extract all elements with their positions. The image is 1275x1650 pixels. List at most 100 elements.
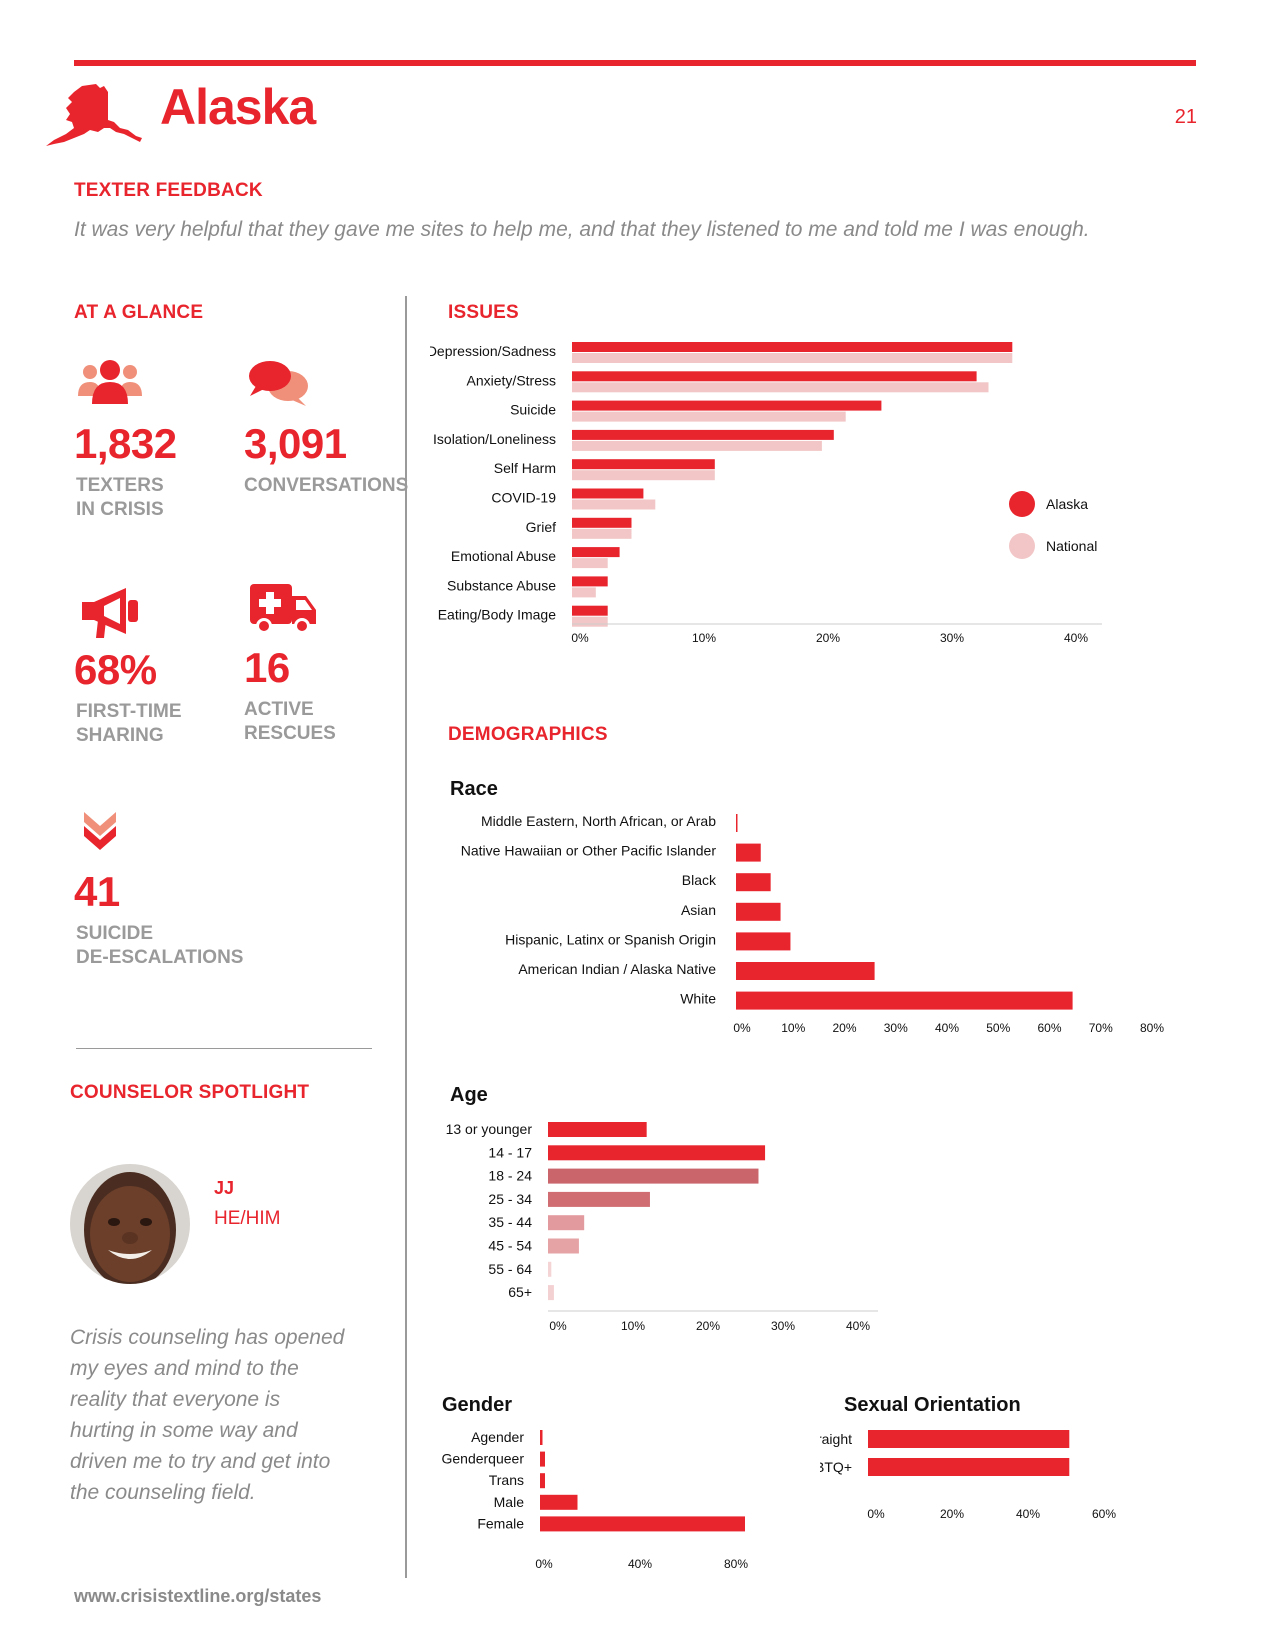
first-time-label-line2: SHARING — [76, 725, 164, 746]
counselor-photo — [70, 1164, 190, 1284]
rescues-label-line2: RESCUES — [244, 723, 336, 744]
issues-chart: Depression/Sadness Anxiety/Stress Suicide I… — [430, 342, 1102, 645]
feedback-heading: TEXTER FEEDBACK — [74, 180, 263, 201]
issues-bar-alaska — [572, 371, 977, 382]
legend-swatch-national — [1009, 533, 1035, 559]
spotlight-heading: COUNSELOR SPOTLIGHT — [70, 1082, 310, 1103]
age-bar — [548, 1238, 579, 1254]
race-category-label: Hispanic, Latinx or Spanish Origin — [505, 931, 716, 947]
gender-bar — [540, 1473, 545, 1489]
texters-label: TEXTERS IN CRISIS — [76, 474, 164, 522]
gender-title: Gender — [442, 1394, 513, 1416]
first-time-value: 68% — [74, 646, 157, 693]
section-divider — [76, 1048, 372, 1049]
people-icon — [78, 360, 142, 404]
gender-tick-label: 40% — [628, 1557, 652, 1570]
orientation-category-label: Straight — [820, 1431, 852, 1447]
issues-bar-national — [572, 353, 1013, 363]
chat-bubbles-icon — [249, 361, 308, 406]
issues-category-label: Grief — [526, 519, 556, 535]
age-bar — [548, 1261, 552, 1277]
age-category-label: 18 - 24 — [488, 1168, 532, 1184]
orientation-tick-label: 40% — [1016, 1507, 1040, 1518]
header-rule — [74, 60, 1196, 66]
gender-category-label: Trans — [489, 1472, 524, 1488]
race-category-label: American Indian / Alaska Native — [518, 961, 716, 977]
texters-label-line2: IN CRISIS — [76, 499, 164, 520]
rescues-label-line1: ACTIVE — [244, 699, 314, 720]
age-category-label: 14 - 17 — [488, 1144, 532, 1160]
age-tick-label: 30% — [771, 1319, 795, 1333]
orientation-category-label: LGBTQ+ — [820, 1459, 852, 1475]
race-tick-label: 70% — [1089, 1021, 1113, 1035]
race-bar — [736, 932, 791, 951]
age-title: Age — [450, 1084, 488, 1106]
gender-chart: Agender Genderqueer Trans Male Female 0% 40% 80… — [441, 1429, 748, 1570]
issues-category-label: Depression/Sadness — [430, 343, 556, 359]
issues-bar-national — [572, 411, 846, 422]
issues-bar-national — [572, 499, 656, 510]
issues-bar-alaska — [572, 605, 608, 616]
issues-heading: ISSUES — [448, 302, 519, 323]
race-tick-label: 30% — [884, 1021, 908, 1035]
race-tick-label: 0% — [733, 1021, 751, 1035]
race-category-label: Black — [682, 872, 717, 888]
issues-bar-alaska — [572, 488, 644, 499]
issues-tick-label: 40% — [1064, 631, 1088, 645]
race-bar — [736, 991, 1073, 1010]
texters-value: 1,832 — [74, 420, 177, 467]
issues-bar-alaska — [572, 342, 1013, 352]
orientation-title: Sexual Orientation — [844, 1394, 1021, 1416]
deescalations-label: SUICIDE DE-ESCALATIONS — [76, 922, 243, 970]
race-tick-label: 20% — [832, 1021, 856, 1035]
feedback-quote: It was very helpful that they gave me si… — [74, 218, 1090, 241]
race-bar — [736, 902, 781, 921]
issues-tick-label: 10% — [692, 631, 716, 645]
gender-category-label: Male — [494, 1494, 525, 1510]
column-divider — [405, 296, 407, 1578]
counselor-pronouns: HE/HIM — [214, 1208, 281, 1229]
glance-heading: AT A GLANCE — [74, 302, 204, 323]
race-tick-label: 10% — [781, 1021, 805, 1035]
age-tick-label: 20% — [696, 1319, 720, 1333]
issues-category-label: Substance Abuse — [447, 577, 556, 593]
race-tick-label: 40% — [935, 1021, 959, 1035]
counselor-name: JJ — [214, 1178, 235, 1198]
gender-category-label: Female — [477, 1515, 524, 1531]
issues-tick-label: 0% — [571, 631, 589, 645]
age-tick-label: 40% — [846, 1319, 870, 1333]
issues-bar-alaska — [572, 459, 715, 470]
age-category-label: 55 - 64 — [488, 1261, 532, 1277]
deescalations-label-line1: SUICIDE — [76, 923, 154, 944]
first-time-label-line1: FIRST-TIME — [76, 701, 182, 722]
issues-bar-national — [572, 587, 596, 598]
age-category-label: 25 - 34 — [488, 1191, 532, 1207]
gender-bar — [540, 1494, 578, 1510]
issues-bar-alaska — [572, 576, 608, 587]
issues-category-label: Self Harm — [494, 460, 556, 476]
race-tick-label: 80% — [1140, 1021, 1164, 1035]
ambulance-icon — [250, 584, 316, 634]
footer-url: www.crisistextline.org/states — [74, 1586, 322, 1606]
megaphone-icon — [82, 588, 138, 638]
issues-category-label: Emotional Abuse — [451, 548, 556, 564]
issues-category-label: Anxiety/Stress — [467, 372, 556, 388]
gender-tick-label: 0% — [535, 1557, 553, 1570]
issues-category-label: COVID-19 — [491, 490, 556, 506]
age-bar — [548, 1168, 759, 1184]
gender-bar — [540, 1451, 545, 1467]
issues-bar-alaska — [572, 429, 834, 440]
legend-swatch-alaska — [1009, 491, 1035, 517]
age-bar — [548, 1215, 585, 1231]
gender-category-label: Genderqueer — [441, 1451, 524, 1467]
double-chevron-down-icon — [84, 812, 116, 850]
conversations-value: 3,091 — [244, 420, 347, 467]
gender-tick-label: 80% — [724, 1557, 748, 1570]
first-time-label: FIRST-TIME SHARING — [76, 700, 182, 748]
race-category-label: White — [680, 991, 716, 1007]
race-category-label: Middle Eastern, North African, or Arab — [481, 813, 716, 829]
orientation-tick-label: 0% — [867, 1507, 885, 1518]
age-bar — [548, 1285, 554, 1301]
state-title: Alaska — [160, 79, 316, 135]
race-bar — [736, 873, 771, 892]
